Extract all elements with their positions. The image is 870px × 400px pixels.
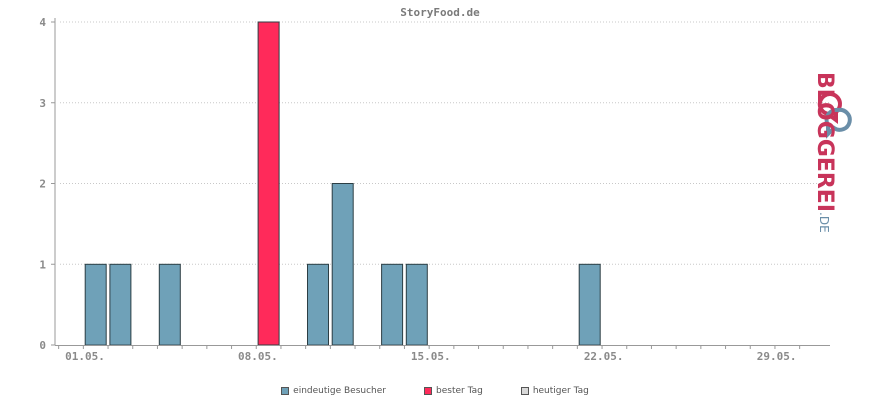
chart-title: StoryFood.de [400, 6, 480, 19]
bloggerei-logo-icon [817, 92, 852, 139]
legend-label-today: heutiger Tag [532, 386, 589, 396]
legend-label-visitors: eindeutige Besucher [293, 386, 386, 396]
y-tick-labels: 0 1 2 3 4 [39, 16, 46, 352]
bar [109, 263, 132, 346]
brand-wordmark: BLOGGEREI.DE [812, 72, 837, 233]
legend-swatch-today [520, 387, 529, 395]
legend-item-visitors: eindeutige Besucher [281, 386, 386, 396]
bar [381, 263, 404, 346]
legend-swatch-visitors [281, 387, 290, 395]
x-tick-label: 15.05. [411, 350, 451, 363]
bar [84, 263, 107, 346]
bars [84, 21, 601, 346]
x-tick-label: 08.05. [238, 350, 278, 363]
x-tick-label: 29.05. [757, 350, 797, 363]
x-tick-label: 22.05. [584, 350, 624, 363]
grid [60, 21, 830, 265]
y-tick-label: 1 [39, 258, 46, 271]
legend-item-best-day: bester Tag [424, 386, 483, 396]
y-tick-label: 0 [39, 339, 46, 352]
bar [307, 263, 329, 346]
legend: eindeutige Besucher bester Tag heutiger … [0, 386, 870, 396]
y-tick-label: 3 [39, 97, 46, 110]
legend-label-best-day: bester Tag [436, 386, 483, 396]
bar [405, 263, 428, 346]
x-tick-label: 01.05. [65, 350, 105, 363]
bar [331, 183, 354, 346]
bar [158, 263, 181, 346]
y-tick-label: 2 [39, 178, 46, 191]
y-tick-label: 4 [39, 16, 46, 29]
legend-item-today: heutiger Tag [520, 386, 589, 396]
brand-tld: .DE [817, 212, 831, 233]
brand-name: BLOGGEREI [812, 72, 837, 213]
x-tick-labels: 01.05. 08.05. 15.05. 22.05. 29.05. [65, 350, 796, 363]
bar [578, 263, 601, 346]
bar-best-day [257, 21, 280, 346]
legend-swatch-best-day [424, 387, 432, 395]
axes [51, 18, 830, 349]
